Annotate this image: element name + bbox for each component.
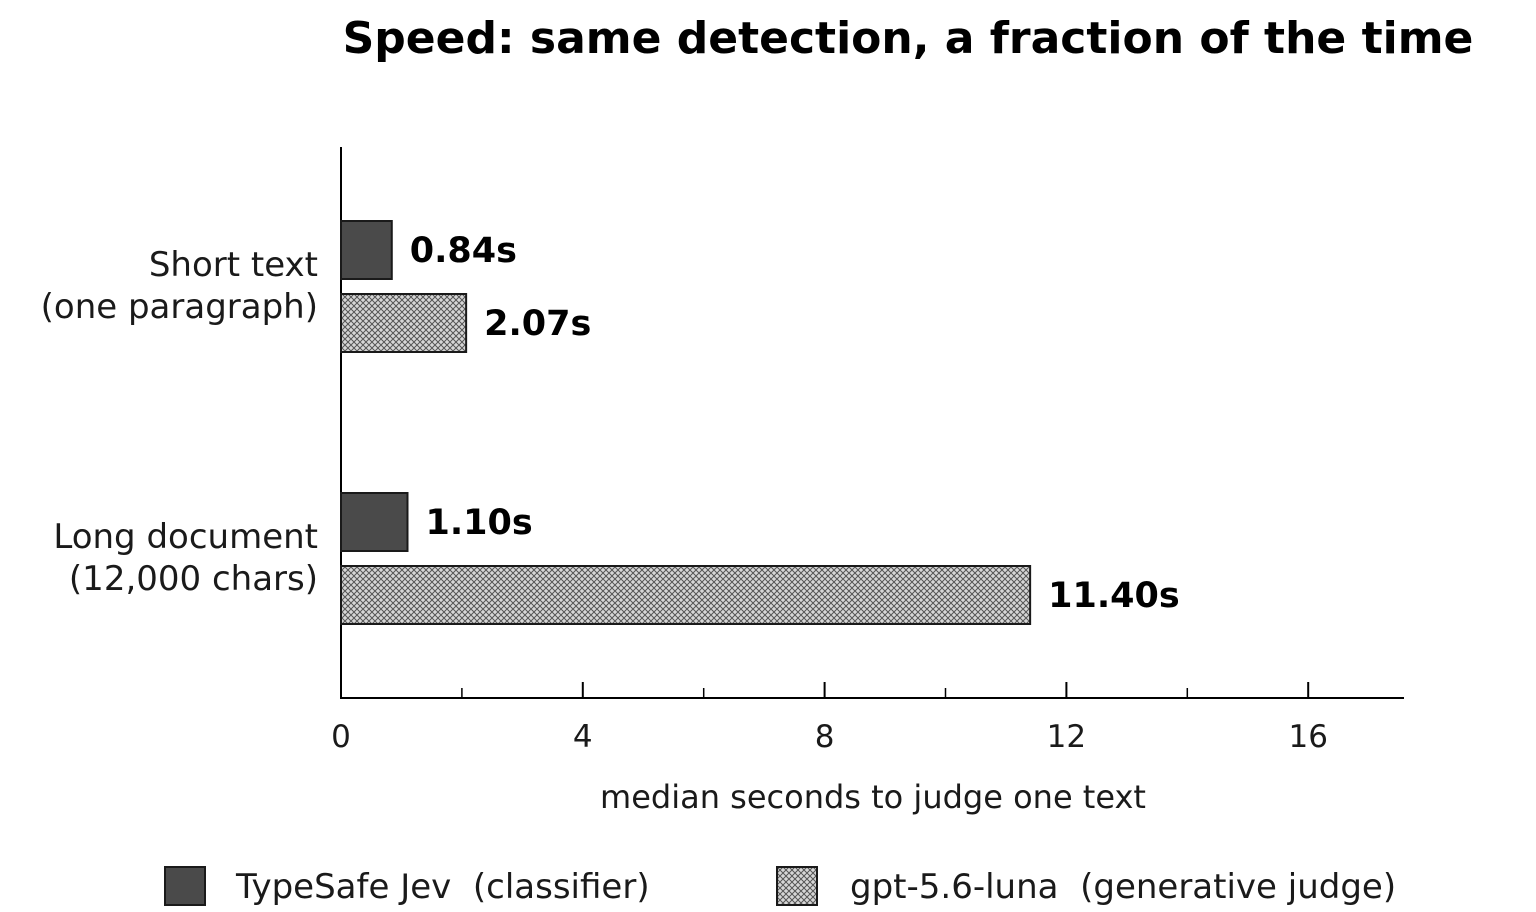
value-label: 11.40s [1048, 576, 1180, 616]
x-tick-label: 8 [815, 719, 835, 755]
value-label: 1.10s [425, 503, 532, 543]
legend-swatch [776, 866, 818, 906]
bar-classifier [340, 492, 409, 552]
value-label: 0.84s [410, 231, 517, 271]
bar-classifier [340, 220, 393, 280]
x-axis-title: median seconds to judge one text [600, 778, 1146, 816]
category-label: (12,000 chars) [69, 559, 318, 599]
x-tick-label: 12 [1047, 719, 1086, 755]
category-label: Long document [53, 517, 318, 557]
legend-swatch [164, 866, 206, 906]
legend-label: gpt-5.6-luna (generative judge) [850, 867, 1396, 907]
bar-generative [340, 565, 1032, 625]
x-tick-label: 0 [331, 719, 351, 755]
value-label: 2.07s [484, 304, 591, 344]
bar-generative [340, 293, 468, 353]
x-tick-label: 16 [1288, 719, 1327, 755]
legend-label: TypeSafe Jev (classifier) [235, 867, 650, 907]
x-tick-label: 4 [573, 719, 593, 755]
chart-title: Speed: same detection, a fraction of the… [343, 13, 1474, 64]
category-label: Short text [149, 245, 318, 285]
category-label: (one paragraph) [41, 287, 318, 327]
legend: TypeSafe Jev (classifier) gpt-5.6-luna (g… [164, 866, 1396, 907]
plot-area: 0 4 8 12 16 0.84s 2.07s Short text(one paragrap… [41, 147, 1404, 755]
